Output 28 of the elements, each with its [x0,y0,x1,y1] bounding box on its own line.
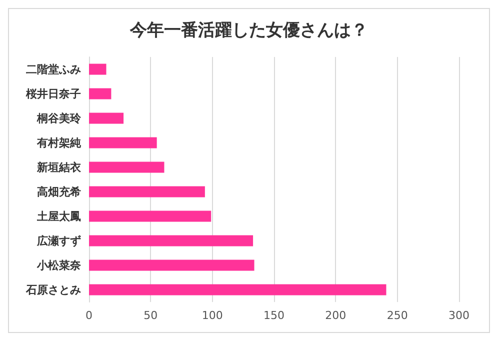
y-tick-label: 二階堂ふみ [26,62,81,76]
y-tick-label: 石原さとみ [25,283,81,296]
bar [89,260,254,271]
x-tick-label: 100 [202,309,223,322]
x-tick-label: 0 [86,309,92,322]
bar [89,162,164,173]
x-tick-label: 50 [144,309,158,322]
x-tick-label: 200 [325,309,346,322]
bar [89,88,112,100]
y-tick-label: 有村架純 [36,136,82,150]
x-tick-label: 150 [264,309,284,322]
y-tick-label: 新垣結衣 [36,160,82,174]
bar [89,137,157,148]
y-tick-label: 高畑充希 [37,185,81,198]
bar [89,112,124,124]
bar [89,210,212,222]
x-tick-label: 300 [448,309,470,322]
y-tick-label: 小松菜奈 [36,258,82,272]
y-tick-label: 広瀬すず [36,234,81,248]
bar [89,284,386,296]
chart-title: 今年一番活躍した女優さんは？ [129,20,368,40]
y-tick-label: 桜井日奈子 [25,87,81,100]
x-tick-label: 250 [386,309,408,322]
y-tick-label: 土屋太鳳 [36,210,81,223]
bar [89,235,254,246]
bar [89,186,205,198]
y-tick-label: 桐谷美玲 [36,112,82,125]
bar [89,64,106,75]
